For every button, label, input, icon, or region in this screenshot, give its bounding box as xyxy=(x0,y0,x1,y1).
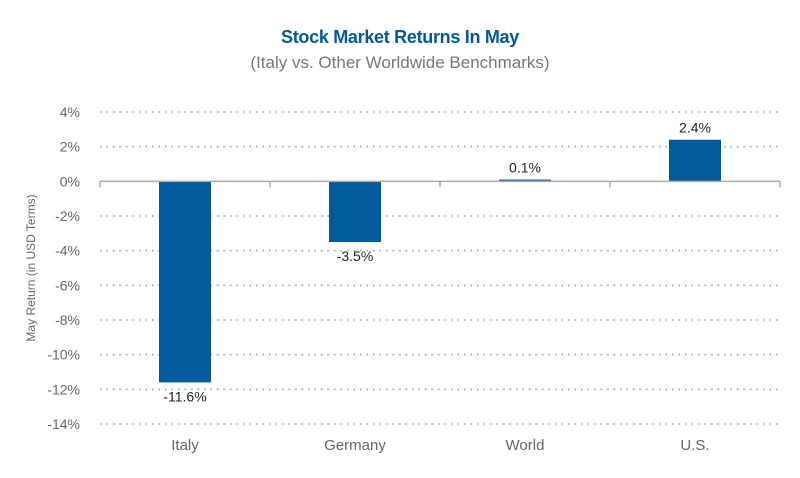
y-tick-label: -4% xyxy=(55,243,80,259)
data-label: 2.4% xyxy=(679,120,711,136)
x-tick-label: U.S. xyxy=(680,437,709,454)
y-tick-label: -12% xyxy=(47,381,80,397)
x-tick-label: Germany xyxy=(324,437,386,454)
y-tick-label: -2% xyxy=(55,208,80,224)
data-label: 0.1% xyxy=(509,160,541,176)
x-tick-label: World xyxy=(506,437,545,454)
x-tick-label: Italy xyxy=(171,437,199,454)
bar-germany xyxy=(329,181,381,242)
y-tick-label: 4% xyxy=(60,104,80,120)
data-label: -3.5% xyxy=(337,248,374,264)
y-tick-label: 0% xyxy=(60,173,80,189)
y-tick-label: -10% xyxy=(47,347,80,363)
bar-world xyxy=(499,179,551,182)
y-tick-label: -8% xyxy=(55,312,80,328)
data-label: -11.6% xyxy=(163,388,206,404)
y-tick-label: -14% xyxy=(47,416,80,432)
y-tick-label: 2% xyxy=(60,139,80,155)
bar-italy xyxy=(159,181,211,383)
chart-title: Stock Market Returns In May xyxy=(281,27,519,47)
y-axis-label: May Return (in USD Terms) xyxy=(24,194,38,341)
y-tick-label: -6% xyxy=(55,277,80,293)
bar-us xyxy=(669,139,721,182)
chart-subtitle: (Italy vs. Other Worldwide Benchmarks) xyxy=(250,53,550,72)
